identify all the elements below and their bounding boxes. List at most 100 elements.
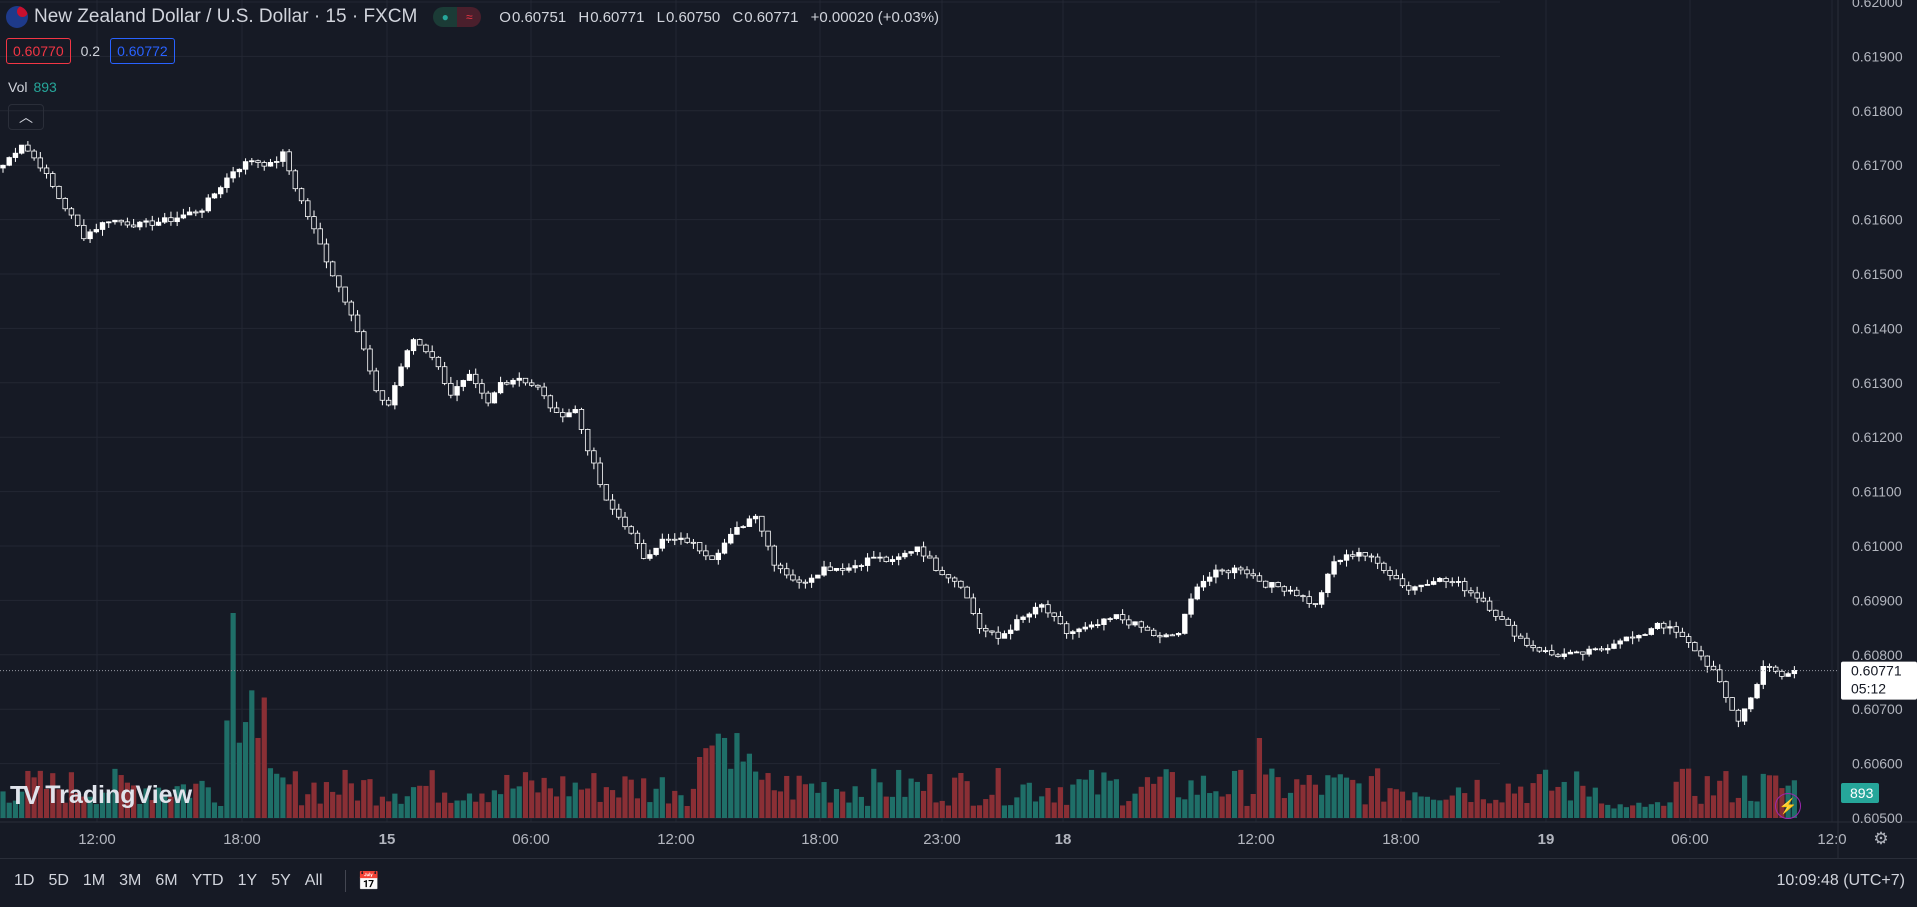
volume-bar <box>1580 785 1586 818</box>
volume-bar <box>1331 777 1337 818</box>
volume-bar <box>162 794 168 818</box>
volume-bar <box>709 745 715 818</box>
candle-body <box>448 382 454 396</box>
settings-gear-icon[interactable]: ⚙ <box>1873 829 1889 848</box>
candle-body <box>1549 650 1555 656</box>
volume-bar <box>821 782 827 818</box>
volume-bar <box>1244 805 1250 818</box>
volume-bar <box>1070 784 1076 818</box>
clock-timezone[interactable]: 10:09:48 (UTC+7) <box>1776 872 1905 889</box>
volume-bar <box>628 779 634 818</box>
candle-body <box>696 542 703 552</box>
volume-bar <box>1561 781 1567 818</box>
candle-body <box>1126 619 1132 626</box>
candle-body <box>1356 552 1362 557</box>
range-3m[interactable]: 3M <box>119 872 142 889</box>
volume-bar <box>1642 806 1648 818</box>
volume-bar <box>1101 772 1107 818</box>
volume-bar <box>983 799 989 818</box>
candle-body <box>734 527 740 535</box>
volume-bar <box>1032 801 1039 818</box>
volume-bar <box>1667 802 1673 818</box>
candle-body <box>1101 618 1107 625</box>
volume-bar <box>902 796 908 818</box>
volume-bar <box>1424 796 1430 818</box>
candle-body <box>124 221 131 226</box>
volume-bar <box>945 805 952 818</box>
volume-bar <box>547 788 553 818</box>
range-6m[interactable]: 6M <box>155 872 178 889</box>
candle-body <box>311 216 317 230</box>
candle-body <box>672 538 678 541</box>
volume-bar <box>734 733 740 818</box>
lightning-icon[interactable]: ⚡ <box>1775 793 1801 819</box>
collapse-legend-button[interactable]: ︿ <box>8 104 44 130</box>
range-1y[interactable]: 1Y <box>237 872 258 889</box>
candle-body <box>1493 609 1499 617</box>
candle-body <box>1598 648 1605 651</box>
calendar-icon[interactable]: 📅 <box>357 870 380 891</box>
candle-body <box>367 348 373 372</box>
tradingview-logo[interactable]: TV TradingView <box>10 780 192 811</box>
volume-bar <box>174 786 180 818</box>
candle-body <box>976 613 983 629</box>
range-5d[interactable]: 5D <box>48 872 69 889</box>
candle-body <box>752 515 759 520</box>
candle-body <box>1406 585 1412 591</box>
range-ytd[interactable]: YTD <box>191 872 224 889</box>
volume-bar <box>846 802 852 818</box>
volume-bar <box>354 800 361 818</box>
volume-bar <box>952 777 958 818</box>
volume-bar <box>187 797 193 818</box>
volume-bar <box>12 800 19 818</box>
candle-body <box>759 515 765 532</box>
candle-body <box>361 331 367 350</box>
candle-body <box>417 339 423 346</box>
candle-body <box>1418 584 1424 588</box>
candle-body <box>479 383 485 394</box>
candle-body <box>1337 559 1343 563</box>
candle-body <box>721 542 728 554</box>
volume-bar <box>99 792 106 818</box>
candle-body <box>784 568 790 576</box>
sell-price-button[interactable]: 0.60770 <box>6 38 71 64</box>
candle-body <box>1524 637 1530 646</box>
volume-bar <box>367 779 373 818</box>
volume-bar <box>81 796 87 818</box>
time-tick-label: 18 <box>1055 831 1072 848</box>
volume-bar <box>336 794 342 818</box>
time-tick-label: 12:00 <box>1237 831 1275 848</box>
volume-bar <box>1163 769 1169 818</box>
buy-price-button[interactable]: 0.60772 <box>110 38 175 64</box>
candle-body <box>970 597 977 614</box>
candle-body <box>622 516 628 528</box>
range-5y[interactable]: 5Y <box>271 872 291 889</box>
range-1m[interactable]: 1M <box>82 872 106 889</box>
candle-body <box>1163 634 1169 638</box>
candle-body <box>93 229 99 233</box>
candle-body <box>945 574 952 579</box>
volume-bar <box>1412 792 1418 818</box>
volume-bar <box>137 804 143 818</box>
market-status-pill[interactable]: ● ≈ <box>433 7 482 27</box>
symbol-title[interactable]: New Zealand Dollar / U.S. Dollar · 15 · … <box>34 6 418 27</box>
candle-body <box>1188 598 1194 615</box>
volume-bar <box>1231 770 1238 818</box>
candle-body <box>1766 665 1773 668</box>
volume-bar <box>889 796 896 818</box>
candle-body <box>939 570 945 576</box>
volume-bar <box>1076 779 1082 818</box>
candle-body <box>578 409 585 430</box>
candle-body <box>678 537 684 540</box>
candle-body <box>1312 603 1319 605</box>
candle-body <box>709 555 715 561</box>
volume-bar <box>1294 779 1300 818</box>
volume-legend[interactable]: Vol 893 <box>8 79 57 95</box>
range-all[interactable]: All <box>304 872 323 889</box>
range-1d[interactable]: 1D <box>14 872 35 889</box>
volume-bar <box>591 773 597 818</box>
volume-bar <box>410 787 417 818</box>
volume-bar <box>1710 795 1717 818</box>
